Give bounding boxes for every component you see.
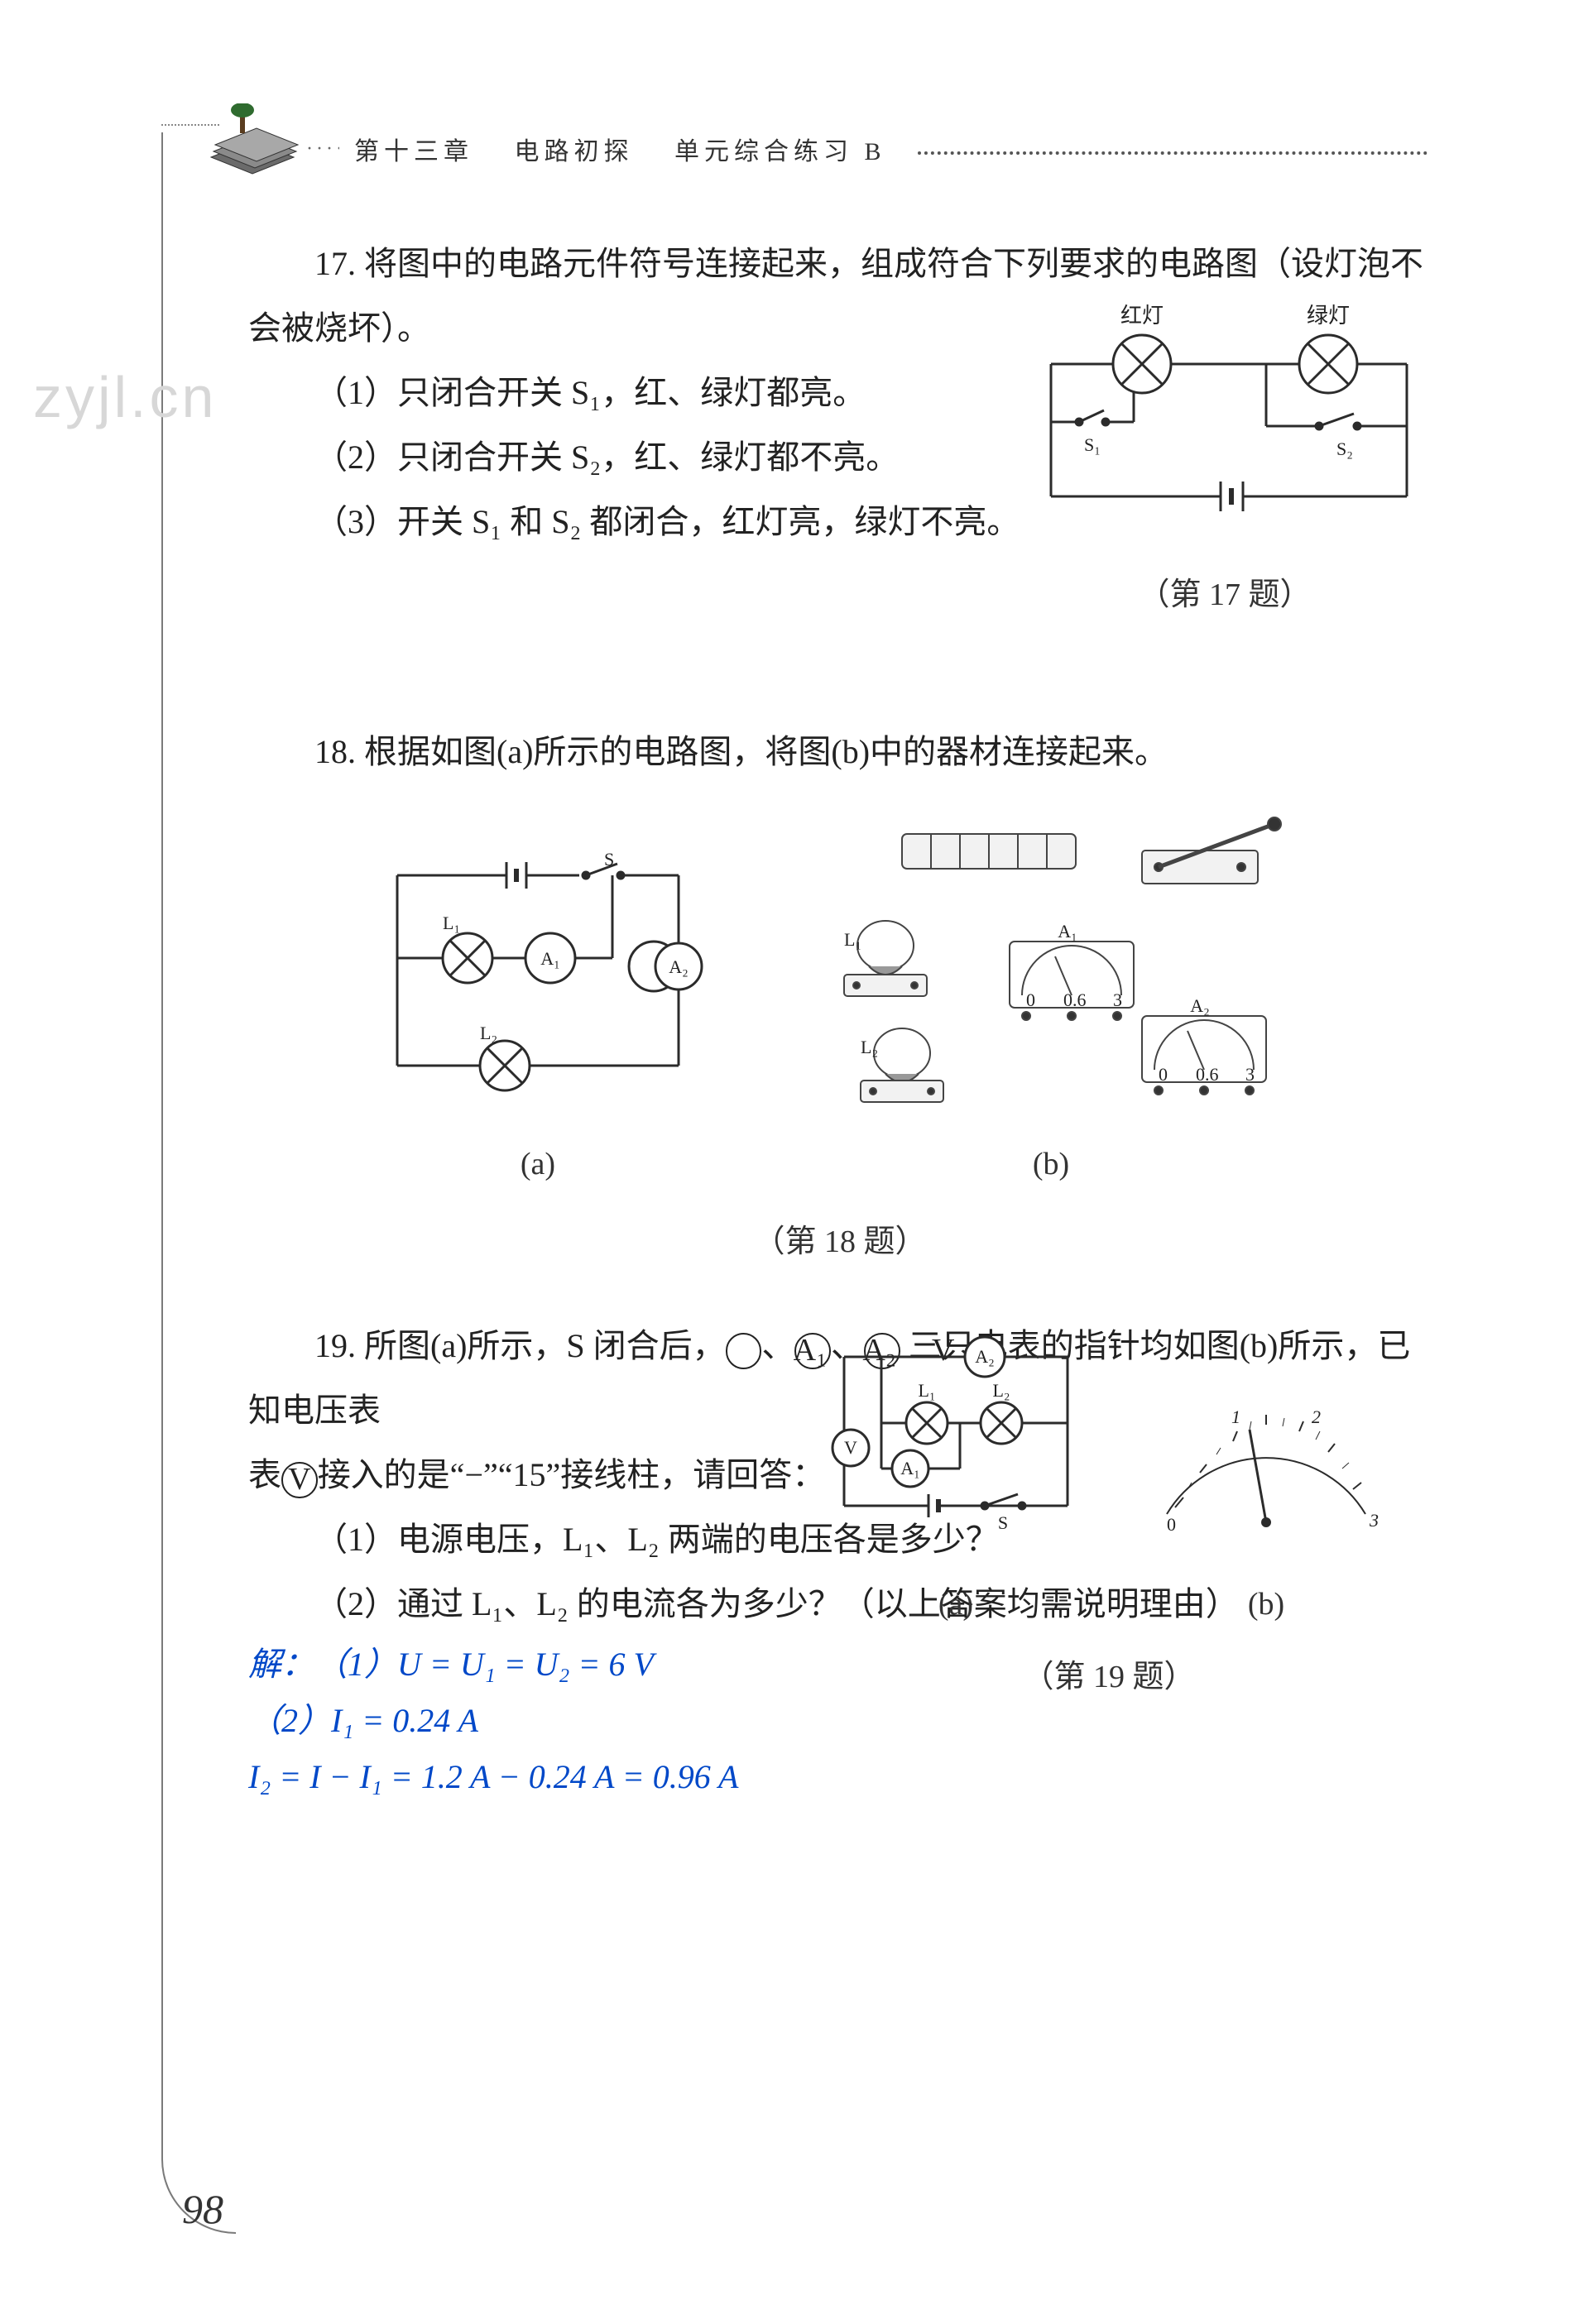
q18b-scale-3b: 3 bbox=[1245, 1064, 1255, 1085]
q19-stem-e: 接入的是“−”“15”接线柱，请回答： bbox=[318, 1456, 826, 1493]
page-header: ···· 第十三章 电路初探 单元综合练习 B bbox=[215, 124, 1427, 174]
q19-sub-a: (a) bbox=[819, 1574, 1092, 1635]
header-title: 第十三章 电路初探 单元综合练习 B bbox=[354, 131, 886, 167]
q19a-S: S bbox=[998, 1512, 1008, 1533]
q17-label-s2: S₂ bbox=[1336, 438, 1353, 459]
spacer-2 bbox=[248, 1272, 1432, 1314]
page-root: ···· 第十三章 电路初探 单元综合练习 B zyjl.cn 17. 将图中的… bbox=[0, 0, 1593, 2324]
header-dots-right bbox=[918, 151, 1427, 155]
q19b-t0: 0 bbox=[1167, 1514, 1176, 1535]
q17-circuit-svg: 红灯 绿灯 S₁ S₂ bbox=[1018, 290, 1432, 538]
q18-caption: （第 18 题） bbox=[248, 1211, 1432, 1272]
q18b-scale-0b: 0 bbox=[1159, 1064, 1168, 1085]
q18b-scale-3a: 3 bbox=[1113, 989, 1122, 1010]
q19-sub-b: (b) bbox=[1142, 1574, 1390, 1635]
q19b-t3: 3 bbox=[1369, 1510, 1379, 1531]
q19a-V: V bbox=[844, 1437, 857, 1458]
q17-label-green: 绿灯 bbox=[1307, 304, 1350, 328]
q18-label-L1: L₁ bbox=[443, 913, 460, 933]
q18-figure-a: S L₁ L₂ A₁ A₂ (a) bbox=[364, 834, 712, 1195]
q18-components-b-svg: L₁ L₂ A₁ A₂ 0 0.6 3 0 0.6 3 bbox=[786, 809, 1316, 1107]
q18-stem: 18. 根据如图(a)所示的电路图，将图(b)中的器材连接起来。 bbox=[248, 720, 1432, 784]
q19-caption: （第 19 题） bbox=[819, 1646, 1399, 1708]
q18b-L2: L₂ bbox=[861, 1037, 878, 1057]
left-margin-curve bbox=[161, 132, 236, 2234]
q19a-L1: L₁ bbox=[918, 1380, 935, 1401]
q17-label-s1: S₁ bbox=[1084, 434, 1101, 455]
page-number: 98 bbox=[182, 2185, 223, 2233]
q18b-scale-0a: 0 bbox=[1026, 989, 1035, 1010]
q19-circuit-a-svg: A₂ V A₁ L₁ L₂ S bbox=[819, 1315, 1092, 1547]
q17-figure: 红灯 绿灯 S₁ S₂ （第 17 题） bbox=[1018, 290, 1432, 625]
q18-figures: S L₁ L₂ A₁ A₂ (a) bbox=[248, 809, 1432, 1195]
q19a-L2: L₂ bbox=[992, 1380, 1010, 1401]
q19b-t2: 2 bbox=[1312, 1406, 1321, 1427]
q18b-scale-mid-b: 0.6 bbox=[1196, 1064, 1219, 1085]
q18-circuit-a-svg: S L₁ L₂ A₁ A₂ bbox=[364, 834, 712, 1107]
watermark: zyjl.cn bbox=[33, 364, 217, 430]
q18-label-L2: L₂ bbox=[480, 1023, 497, 1043]
q18-sub-b: (b) bbox=[786, 1133, 1316, 1195]
q18-sub-a: (a) bbox=[364, 1133, 712, 1195]
books-icon bbox=[199, 103, 306, 178]
q19a-A2: A₂ bbox=[975, 1346, 995, 1367]
q18b-scale-mid-a: 0.6 bbox=[1063, 989, 1087, 1010]
q18-figure-b: L₁ L₂ A₁ A₂ 0 0.6 3 0 0.6 3 (b) bbox=[786, 809, 1316, 1195]
header-dots-left: ···· bbox=[306, 138, 339, 161]
q19-figure-a: A₂ V A₁ L₁ L₂ S (a) bbox=[819, 1315, 1092, 1635]
q19b-t1: 1 bbox=[1231, 1406, 1240, 1427]
q19-figure-b: 0 1 2 3 (b) bbox=[1142, 1365, 1390, 1635]
q17-label-red: 红灯 bbox=[1120, 304, 1164, 328]
header-section: 电路初探 bbox=[515, 138, 634, 165]
q18-label-S: S bbox=[604, 849, 614, 870]
header-chapter: 第十三章 bbox=[354, 138, 473, 165]
q18-label-A1: A₁ bbox=[540, 948, 560, 969]
q18-label-A2: A₂ bbox=[669, 956, 689, 977]
body-content: 17. 将图中的电路元件符号连接起来，组成符合下列要求的电路图（设灯泡不会被烧坏… bbox=[248, 232, 1432, 1805]
q19-circ-V2: V bbox=[281, 1462, 318, 1498]
q19-answer-3: I₂ = I − I₁ = 1.2 A − 0.24 A = 0.96 A bbox=[248, 1749, 1432, 1805]
q19a-A1: A₁ bbox=[900, 1458, 920, 1478]
q19-gauge-b-svg: 0 1 2 3 bbox=[1142, 1365, 1390, 1547]
q19-circ-A1: A₁ bbox=[726, 1333, 762, 1369]
q18b-A1: A₁ bbox=[1058, 921, 1077, 942]
q17-caption: （第 17 题） bbox=[1018, 564, 1432, 625]
q18b-L1: L₁ bbox=[844, 929, 861, 950]
q19-stem-a: 19. 所图(a)所示，S 闭合后， bbox=[314, 1327, 726, 1364]
q18b-A2: A₂ bbox=[1190, 995, 1210, 1016]
header-subtitle: 单元综合练习 B bbox=[674, 138, 886, 165]
q19-figures: A₂ V A₁ L₁ L₂ S (a) bbox=[819, 1315, 1399, 1708]
q19-stem-b: 、 bbox=[761, 1327, 794, 1364]
